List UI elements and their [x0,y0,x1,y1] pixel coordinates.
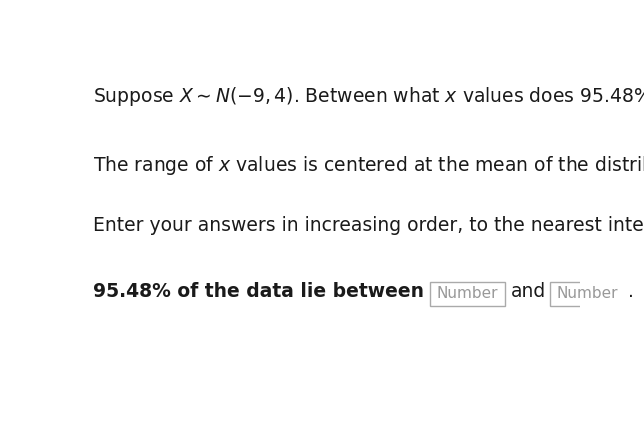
FancyBboxPatch shape [550,282,625,306]
Text: Number: Number [557,286,618,301]
Text: Number: Number [437,286,498,301]
FancyBboxPatch shape [430,282,505,306]
Text: 95.48% of the data lie between: 95.48% of the data lie between [93,282,424,301]
Text: Enter your answers in increasing order, to the nearest integer.: Enter your answers in increasing order, … [93,216,644,235]
Text: .: . [629,282,634,301]
Text: Suppose $X \sim N(-9, 4)$. Between what $x$ values does 95.48% of the data lie?: Suppose $X \sim N(-9, 4)$. Between what … [93,85,644,108]
Text: and: and [511,282,546,301]
Text: The range of $x$ values is centered at the mean of the distribution (i.e., $-9$): The range of $x$ values is centered at t… [93,154,644,177]
